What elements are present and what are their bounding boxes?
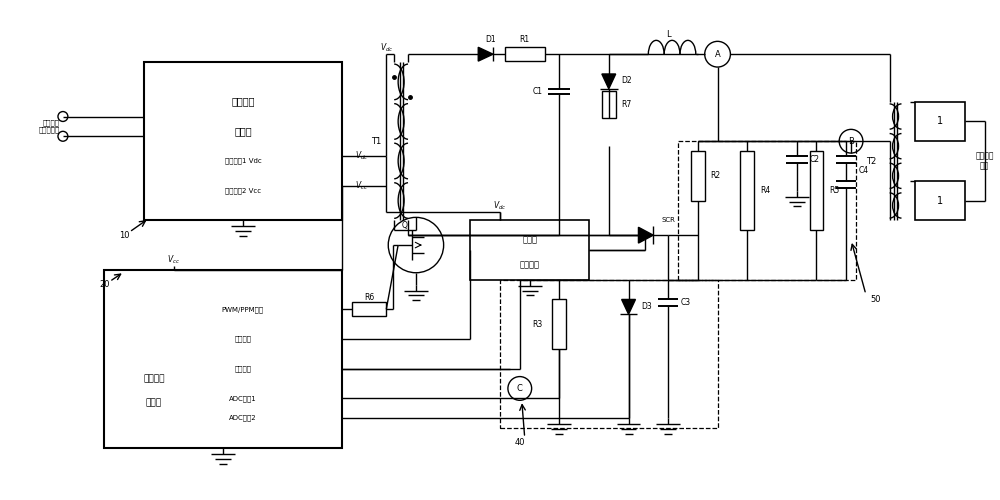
Polygon shape [622, 300, 635, 314]
Text: C4: C4 [859, 166, 869, 175]
Text: B: B [848, 136, 854, 145]
Text: ADC输入1: ADC输入1 [229, 395, 257, 402]
Bar [104, 270, 342, 448]
Text: R5: R5 [829, 186, 839, 195]
Text: 20: 20 [99, 280, 110, 289]
Text: 40: 40 [515, 438, 525, 448]
Text: D2: D2 [621, 76, 632, 86]
Bar [915, 181, 965, 220]
Bar [352, 302, 386, 316]
Bar [500, 280, 718, 428]
Text: 可控硅: 可控硅 [522, 236, 537, 244]
Text: 触发电路: 触发电路 [520, 260, 540, 270]
Text: R1: R1 [520, 35, 530, 44]
Text: 供电电源: 供电电源 [231, 96, 255, 106]
Text: ADC输入2: ADC输入2 [229, 415, 257, 422]
Text: $V_{dc}$: $V_{dc}$ [355, 150, 368, 162]
Text: $V_{dc}$: $V_{dc}$ [380, 41, 393, 54]
Polygon shape [638, 228, 653, 243]
Bar [691, 151, 705, 200]
Bar [505, 48, 544, 61]
Text: C2: C2 [809, 154, 819, 164]
Text: 脉冲高压
输出: 脉冲高压 输出 [975, 152, 994, 171]
Text: T2: T2 [866, 156, 876, 166]
Bar [678, 141, 856, 280]
Text: C: C [517, 384, 523, 393]
Text: C3: C3 [681, 298, 691, 308]
Polygon shape [602, 74, 616, 89]
Text: R3: R3 [532, 320, 543, 328]
Text: 10: 10 [119, 230, 129, 239]
Bar [602, 91, 616, 118]
Text: 触发输出: 触发输出 [234, 336, 251, 342]
Text: 子电路: 子电路 [146, 399, 162, 408]
Bar [552, 300, 566, 349]
Text: C1: C1 [533, 87, 543, 96]
Text: T1: T1 [371, 136, 382, 145]
Text: 1: 1 [937, 196, 943, 205]
Text: 使能输出: 使能输出 [234, 366, 251, 372]
Text: 低压交流
或直流输入: 低压交流 或直流输入 [39, 120, 60, 134]
Polygon shape [478, 48, 493, 61]
Text: L: L [666, 30, 670, 39]
Text: $V_{cc}$: $V_{cc}$ [355, 180, 368, 192]
Text: D3: D3 [641, 302, 652, 311]
Text: R7: R7 [621, 100, 632, 109]
Bar [740, 151, 754, 230]
Text: $V_{dc}$: $V_{dc}$ [493, 199, 507, 212]
Text: D1: D1 [485, 35, 495, 44]
Text: R2: R2 [711, 172, 721, 180]
Text: 1: 1 [937, 116, 943, 126]
Text: 50: 50 [871, 295, 881, 304]
Text: Q: Q [401, 221, 407, 230]
Text: SCR: SCR [661, 218, 675, 224]
Bar [144, 62, 342, 220]
Text: A: A [715, 50, 720, 58]
Text: $V_{cc}$: $V_{cc}$ [167, 254, 180, 266]
Text: PWM/PPM输出: PWM/PPM输出 [222, 306, 264, 312]
Text: 直流输出1 Vdc: 直流输出1 Vdc [225, 158, 261, 164]
Bar [470, 220, 589, 280]
Text: 直流输出2 Vcc: 直流输出2 Vcc [225, 188, 261, 194]
Bar [810, 151, 823, 230]
Bar [915, 102, 965, 141]
Text: 微处理器: 微处理器 [143, 374, 165, 383]
Text: R4: R4 [760, 186, 770, 195]
Text: 子电路: 子电路 [234, 126, 252, 136]
Text: R6: R6 [364, 293, 374, 302]
